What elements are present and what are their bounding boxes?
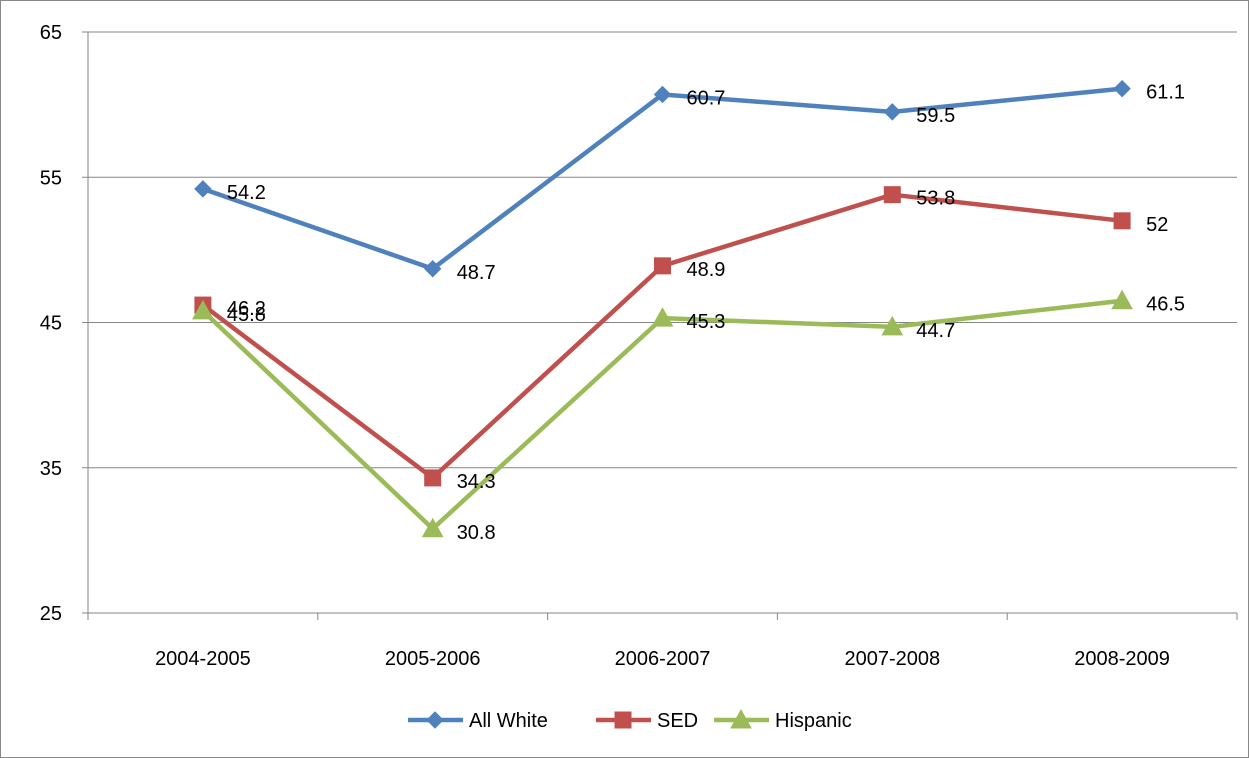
data-label: 46.2	[227, 298, 266, 320]
data-label: 30.8	[457, 522, 496, 544]
legend-marker	[426, 711, 444, 729]
data-point	[651, 307, 674, 327]
data-label: 34.3	[457, 471, 496, 493]
data-label: 44.7	[916, 320, 955, 342]
legend-label: All White	[469, 710, 548, 732]
data-point	[1113, 79, 1131, 98]
y-tick-label: 45	[40, 313, 62, 335]
y-tick-label: 35	[40, 458, 62, 480]
y-tick-label: 25	[40, 603, 62, 625]
data-label: 52	[1146, 214, 1168, 236]
data-point	[881, 315, 904, 336]
data-point	[194, 180, 212, 198]
legend-label: Hispanic	[775, 710, 852, 732]
y-tick-label: 65	[40, 22, 62, 44]
x-tick-label: 2005-2006	[385, 648, 481, 670]
data-point	[653, 85, 672, 104]
x-tick-label: 2007-2008	[844, 648, 940, 670]
data-point	[883, 186, 901, 204]
data-label: 48.9	[687, 259, 726, 281]
x-tick-label: 2008-2009	[1074, 648, 1170, 670]
legend-marker	[614, 711, 632, 729]
data-label: 54.2	[227, 182, 266, 204]
data-point	[424, 469, 442, 487]
data-point	[883, 103, 902, 121]
data-point	[421, 517, 444, 538]
data-point	[1113, 212, 1131, 230]
data-label: 53.8	[916, 188, 955, 210]
data-label: 46.5	[1146, 294, 1185, 316]
y-tick-label: 55	[40, 167, 62, 189]
data-point	[654, 257, 671, 275]
data-point	[192, 299, 214, 320]
legend-marker	[730, 708, 752, 729]
data-label: 60.7	[687, 87, 726, 109]
legend-label: SED	[657, 710, 698, 732]
data-label: 59.5	[916, 105, 955, 127]
x-tick-label: 2004-2005	[155, 648, 251, 670]
data-label: 45.8	[227, 304, 266, 326]
data-point	[423, 260, 442, 278]
x-tick-label: 2006-2007	[615, 648, 711, 670]
data-label: 45.3	[687, 311, 726, 333]
data-point	[1111, 289, 1133, 310]
data-label: 48.7	[457, 262, 496, 284]
data-label: 61.1	[1146, 82, 1185, 104]
